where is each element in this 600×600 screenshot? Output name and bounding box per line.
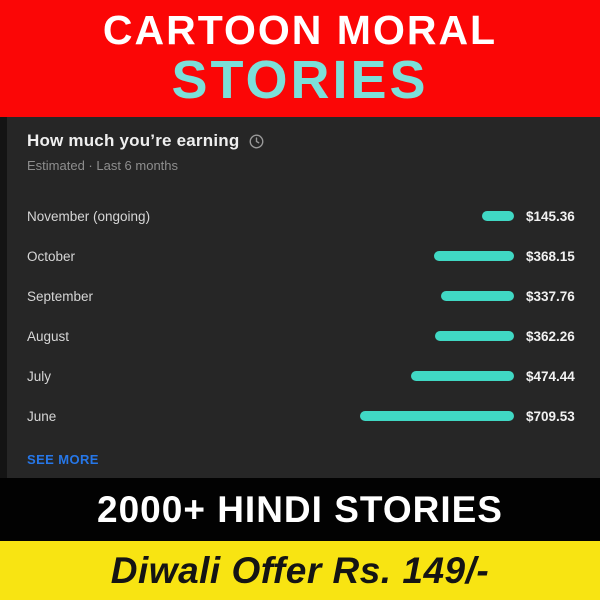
- diwali-offer-text: Diwali Offer Rs. 149/-: [110, 549, 490, 591]
- month-label: June: [27, 408, 57, 424]
- earnings-title: How much you’re earning: [27, 131, 240, 150]
- earnings-panel: How much you’re earning Estimated · Last…: [0, 117, 600, 478]
- earnings-row: September $337.76: [27, 276, 588, 316]
- bar-area: [360, 291, 514, 301]
- earnings-row: June $709.53: [27, 396, 588, 436]
- earnings-header: How much you’re earning: [27, 131, 588, 151]
- earnings-value: $362.26: [526, 328, 575, 344]
- earnings-row: November (ongoing) $145.36: [27, 196, 588, 236]
- see-more-link[interactable]: SEE MORE: [27, 452, 99, 467]
- earnings-bar: [360, 411, 514, 421]
- earnings-rows: November (ongoing) $145.36 October $368.…: [27, 196, 588, 436]
- earnings-value: $709.53: [526, 408, 575, 424]
- bar-area: [360, 211, 514, 221]
- earnings-bar: [482, 211, 514, 221]
- earnings-value: $368.15: [526, 248, 575, 264]
- hindi-stories-banner: 2000+ HINDI STORIES: [0, 478, 600, 541]
- channel-title-line1: CARTOON MORAL: [102, 7, 498, 53]
- earnings-row: October $368.15: [27, 236, 588, 276]
- channel-title-line2: STORIES: [171, 50, 429, 110]
- earnings-row: July $474.44: [27, 356, 588, 396]
- hindi-stories-text: 2000+ HINDI STORIES: [97, 488, 503, 530]
- month-label: August: [27, 328, 70, 344]
- earnings-row: August $362.26: [27, 316, 588, 356]
- earnings-bar: [435, 331, 514, 341]
- diwali-offer-banner: Diwali Offer Rs. 149/-: [0, 541, 600, 600]
- bar-area: [360, 331, 514, 341]
- earnings-bar: [441, 291, 514, 301]
- bar-area: [360, 411, 514, 421]
- earnings-subtitle: Estimated · Last 6 months: [27, 158, 179, 173]
- month-label: July: [27, 368, 52, 384]
- bar-area: [360, 251, 514, 261]
- earnings-value: $145.36: [526, 208, 575, 224]
- month-label: November (ongoing): [27, 208, 151, 224]
- clock-icon[interactable]: [249, 134, 264, 149]
- earnings-bar: [434, 251, 514, 261]
- month-label: October: [27, 248, 76, 264]
- earnings-value: $337.76: [526, 288, 575, 304]
- month-label: September: [27, 288, 94, 304]
- top-banner: CARTOON MORAL STORIES: [0, 0, 600, 117]
- earnings-value: $474.44: [526, 368, 575, 384]
- earnings-bar: [411, 371, 514, 381]
- bar-area: [360, 371, 514, 381]
